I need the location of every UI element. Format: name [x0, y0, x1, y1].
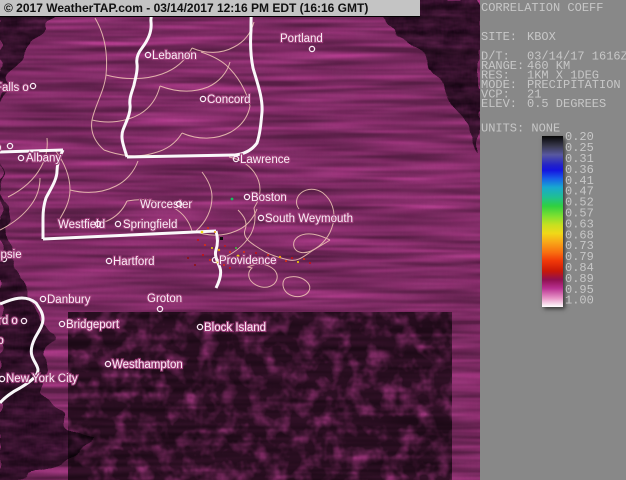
svg-text:Albany: Albany	[26, 153, 61, 165]
svg-text:Boston: Boston	[251, 192, 287, 204]
svg-text:dford o: dford o	[0, 315, 18, 327]
svg-text:Concord: Concord	[207, 94, 250, 106]
svg-text:Bridgeport: Bridgeport	[66, 319, 120, 331]
svg-text:Lawrence: Lawrence	[240, 154, 290, 166]
svg-text:1.00: 1.00	[565, 294, 594, 308]
svg-text:Providence: Providence	[219, 255, 277, 267]
svg-text:Block Island: Block Island	[204, 322, 266, 334]
svg-text:Hartford: Hartford	[113, 256, 155, 268]
svg-text:keepsie: keepsie	[0, 249, 22, 261]
svg-text:Springfield: Springfield	[123, 219, 177, 231]
svg-text:Groton: Groton	[147, 293, 182, 305]
svg-text:Westhampton: Westhampton	[112, 359, 183, 371]
svg-text:y o: y o	[0, 142, 1, 154]
svg-text:ds o: ds o	[0, 335, 4, 347]
svg-text:Worcester: Worcester	[140, 199, 192, 211]
svg-text:South Weymouth: South Weymouth	[265, 213, 353, 225]
svg-text:s Falls o: s Falls o	[0, 82, 29, 94]
svg-text:Portland: Portland	[280, 33, 323, 45]
svg-text:Danbury: Danbury	[47, 294, 91, 306]
svg-text:New York City: New York City	[6, 373, 78, 385]
svg-text:Lebanon: Lebanon	[152, 50, 197, 62]
